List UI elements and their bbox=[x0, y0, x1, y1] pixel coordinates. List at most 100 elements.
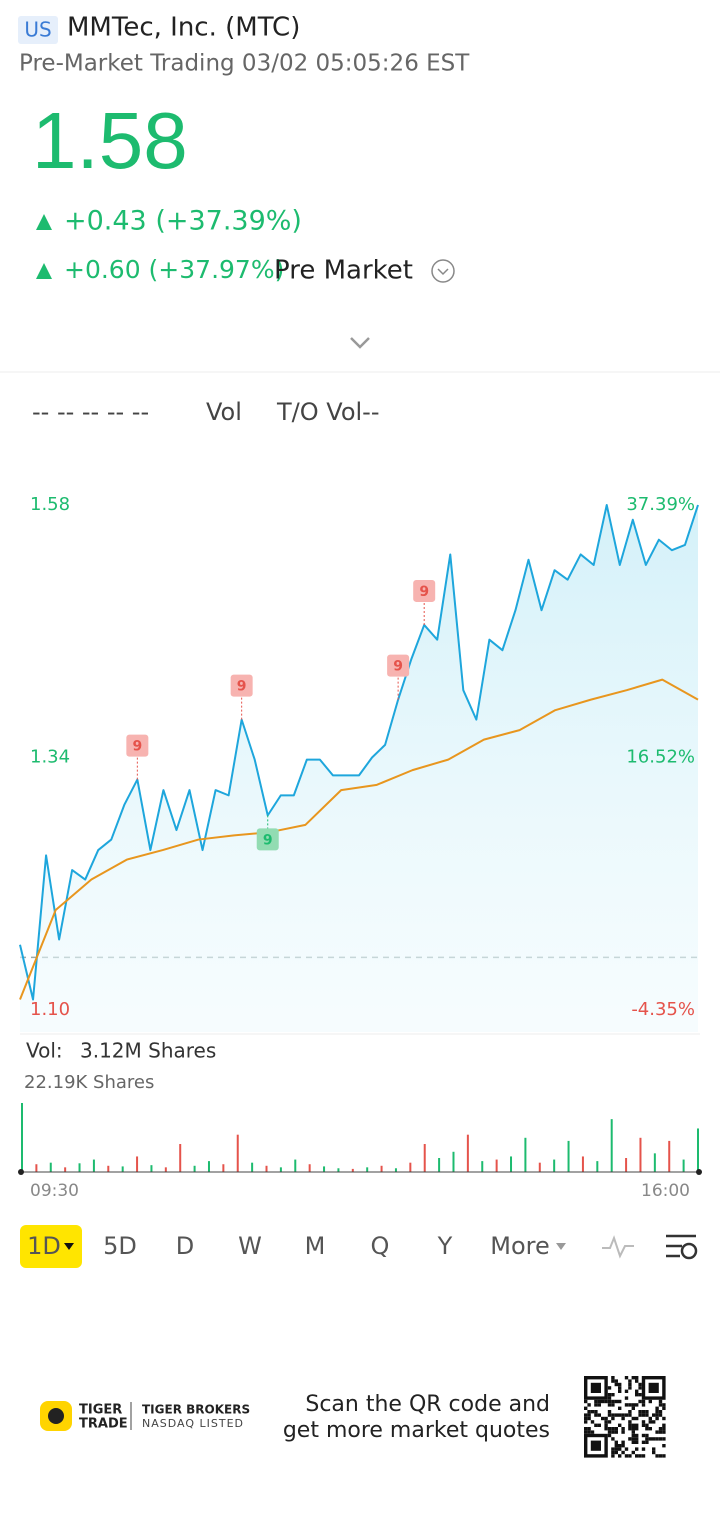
volume-bar bbox=[121, 1166, 124, 1172]
qr-cell bbox=[631, 1406, 635, 1410]
qr-cell bbox=[590, 1430, 595, 1434]
qr-cell bbox=[624, 1403, 629, 1407]
tab[interactable]: 1D bbox=[27, 1232, 61, 1260]
listing: NASDAQ LISTED bbox=[142, 1417, 244, 1430]
tab[interactable]: More bbox=[490, 1232, 550, 1260]
qr-cell bbox=[641, 1454, 646, 1458]
qr-cell bbox=[648, 1420, 652, 1424]
signal-badge bbox=[256, 828, 279, 851]
y-tick-label: 1.34 bbox=[30, 747, 70, 768]
qr-cell bbox=[641, 1399, 646, 1404]
qr-cell bbox=[645, 1427, 649, 1431]
qr-cell bbox=[635, 1416, 639, 1421]
qr-cell bbox=[587, 1427, 591, 1431]
volume-bar bbox=[136, 1156, 139, 1172]
tab[interactable]: W bbox=[238, 1232, 262, 1260]
dropdown[interactable] bbox=[431, 259, 455, 283]
qr-cell bbox=[662, 1403, 666, 1407]
volume-bar bbox=[423, 1144, 426, 1172]
tab[interactable]: Q bbox=[371, 1232, 390, 1260]
qr-cell bbox=[584, 1420, 588, 1424]
qr-cell bbox=[635, 1447, 639, 1451]
qr-cell bbox=[611, 1403, 615, 1407]
qr-cell bbox=[614, 1444, 618, 1448]
premarket-change: +0.60 (+37.97%) bbox=[64, 255, 284, 284]
qr-cell bbox=[628, 1386, 632, 1390]
qr-cell bbox=[655, 1413, 659, 1417]
volume-bar bbox=[35, 1164, 38, 1172]
qr-cell bbox=[604, 1423, 608, 1427]
tab-selected-bg[interactable] bbox=[20, 1225, 82, 1268]
qr-cell bbox=[607, 1386, 612, 1390]
tab[interactable]: D bbox=[176, 1232, 194, 1260]
qr-cell bbox=[635, 1379, 639, 1383]
settings-icon[interactable] bbox=[666, 1234, 698, 1260]
qr-cell bbox=[628, 1420, 632, 1424]
qr-cell bbox=[618, 1386, 622, 1390]
volume-bar bbox=[179, 1144, 182, 1172]
indicator-icon[interactable] bbox=[602, 1235, 634, 1259]
qr-cell bbox=[611, 1399, 615, 1404]
volume-bar bbox=[380, 1165, 383, 1172]
volume-bar bbox=[193, 1165, 196, 1172]
qr-cell bbox=[638, 1386, 642, 1390]
qr-cell bbox=[628, 1410, 632, 1414]
qr-cell bbox=[635, 1376, 639, 1380]
qr-cell bbox=[584, 1416, 588, 1421]
qr-cell bbox=[594, 1410, 598, 1414]
premarket-label: Pre Market bbox=[274, 256, 413, 286]
qr-cell bbox=[624, 1389, 629, 1393]
axis-dot bbox=[18, 1169, 24, 1175]
qr-cell bbox=[655, 1454, 659, 1458]
volume-bar bbox=[265, 1165, 268, 1172]
qr-cell bbox=[635, 1393, 639, 1397]
expand-chevron[interactable] bbox=[350, 337, 370, 349]
qr-cell bbox=[641, 1413, 646, 1417]
logo bbox=[40, 1401, 72, 1431]
qr-cell bbox=[614, 1427, 618, 1431]
qr-cell bbox=[658, 1430, 663, 1434]
qr-cell bbox=[624, 1376, 629, 1380]
tab[interactable]: Y bbox=[437, 1232, 453, 1260]
qr-cell bbox=[604, 1420, 608, 1424]
qr-cell bbox=[655, 1406, 659, 1410]
change: +0.43 (+37.39%) bbox=[64, 206, 302, 237]
qr-cell bbox=[655, 1410, 659, 1414]
qr-cell bbox=[635, 1423, 639, 1427]
qr-cell bbox=[662, 1430, 666, 1434]
qr-cell bbox=[611, 1427, 615, 1431]
indicator-turnover: T/O Vol-- bbox=[276, 398, 380, 426]
volume-bar bbox=[92, 1159, 95, 1172]
volume-bar bbox=[553, 1159, 556, 1172]
qr-cell bbox=[662, 1454, 666, 1458]
signal-badge bbox=[387, 654, 410, 677]
qr-cell bbox=[614, 1440, 618, 1444]
qr-cell bbox=[631, 1423, 635, 1427]
volume-bar bbox=[294, 1159, 297, 1172]
volume-bar bbox=[207, 1161, 210, 1172]
qr-finder bbox=[590, 1440, 601, 1451]
qr-cell bbox=[628, 1437, 632, 1441]
qr-cell bbox=[645, 1437, 649, 1441]
volume-bar bbox=[78, 1163, 81, 1172]
up-arrow bbox=[36, 263, 52, 279]
qr-cell bbox=[607, 1430, 612, 1434]
qr-cell bbox=[658, 1437, 663, 1441]
qr-cell bbox=[601, 1399, 605, 1404]
tab[interactable]: 5D bbox=[103, 1232, 137, 1260]
qr-cell bbox=[607, 1427, 612, 1431]
qr-cell bbox=[607, 1433, 612, 1438]
qr-cell bbox=[641, 1420, 646, 1424]
signal-text: 9 bbox=[237, 679, 247, 695]
qr-cell bbox=[662, 1437, 666, 1441]
qr-cell bbox=[658, 1410, 663, 1414]
signal-text: 9 bbox=[393, 659, 403, 675]
y2-tick-label: 16.52% bbox=[626, 747, 695, 768]
average-line bbox=[19, 678, 699, 1000]
qr-cell bbox=[635, 1454, 639, 1458]
vol-tick-label: 22.19K Shares bbox=[24, 1072, 154, 1093]
volume-bar bbox=[164, 1167, 167, 1172]
tab[interactable]: M bbox=[305, 1232, 326, 1260]
qr-cell bbox=[662, 1423, 666, 1427]
